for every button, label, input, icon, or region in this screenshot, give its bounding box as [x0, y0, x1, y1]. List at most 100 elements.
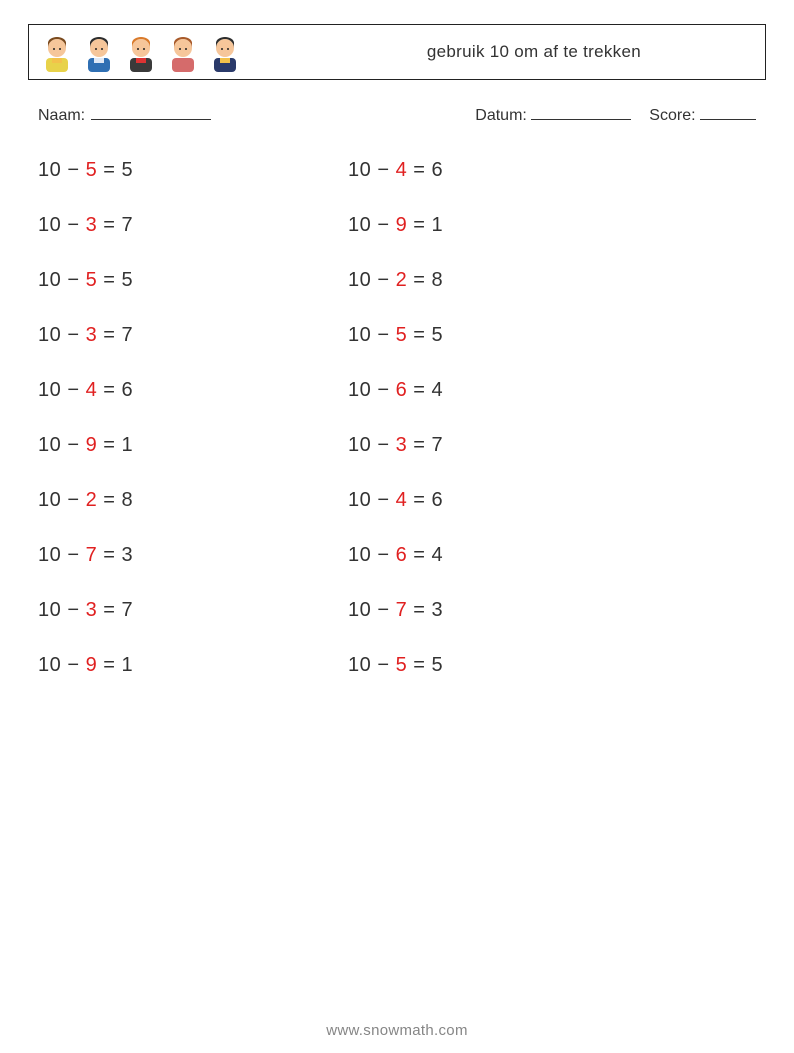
- minus-sign: −: [67, 489, 79, 511]
- equals-sign: =: [103, 599, 115, 621]
- answer: 7: [122, 324, 134, 346]
- minuend: 10: [348, 489, 371, 511]
- answer: 5: [432, 324, 444, 346]
- answer: 6: [122, 379, 134, 401]
- footer-url: www.snowmath.com: [0, 1022, 794, 1039]
- date-field: Datum:: [475, 104, 631, 125]
- minus-sign: −: [67, 269, 79, 291]
- minus-sign: −: [377, 214, 389, 236]
- problem: 10 − 3 = 7: [38, 214, 348, 237]
- answer: 6: [432, 159, 444, 181]
- minuend: 10: [38, 599, 61, 621]
- equals-sign: =: [413, 489, 425, 511]
- subtrahend: 9: [86, 654, 98, 676]
- minus-sign: −: [67, 434, 79, 456]
- minus-sign: −: [377, 434, 389, 456]
- equals-sign: =: [103, 379, 115, 401]
- answer: 4: [432, 379, 444, 401]
- problem: 10 − 3 = 7: [38, 599, 348, 622]
- answer: 5: [122, 159, 134, 181]
- meta-row: Naam: Datum: Score:: [38, 104, 756, 125]
- problem: 10 − 4 = 6: [38, 379, 348, 402]
- subtrahend: 9: [86, 434, 98, 456]
- problem: 10 − 4 = 6: [348, 489, 658, 512]
- answer: 1: [122, 654, 134, 676]
- subtrahend: 4: [396, 489, 408, 511]
- subtrahend: 7: [396, 599, 408, 621]
- equals-sign: =: [413, 324, 425, 346]
- answer: 7: [122, 599, 134, 621]
- subtrahend: 5: [396, 654, 408, 676]
- problem: 10 − 5 = 5: [348, 654, 658, 677]
- minuend: 10: [38, 269, 61, 291]
- equals-sign: =: [103, 269, 115, 291]
- worksheet-title: gebruik 10 om af te trekken: [427, 42, 751, 62]
- minus-sign: −: [67, 599, 79, 621]
- problem: 10 − 3 = 7: [38, 324, 348, 347]
- subtrahend: 3: [86, 324, 98, 346]
- answer: 3: [122, 544, 134, 566]
- equals-sign: =: [103, 159, 115, 181]
- minuend: 10: [38, 544, 61, 566]
- minuend: 10: [38, 324, 61, 346]
- answer: 1: [432, 214, 444, 236]
- minus-sign: −: [67, 324, 79, 346]
- problem-column-2: 10 − 4 = 610 − 9 = 110 − 2 = 810 − 5 = 5…: [348, 159, 658, 677]
- person-officer-icon: [211, 32, 239, 72]
- answer: 3: [432, 599, 444, 621]
- minus-sign: −: [377, 159, 389, 181]
- date-blank[interactable]: [531, 104, 631, 120]
- person-freckles-icon: [169, 32, 197, 72]
- minuend: 10: [348, 599, 371, 621]
- minus-sign: −: [377, 324, 389, 346]
- subtrahend: 6: [396, 379, 408, 401]
- problem: 10 − 6 = 4: [348, 544, 658, 567]
- subtrahend: 4: [86, 379, 98, 401]
- subtrahend: 5: [396, 324, 408, 346]
- minuend: 10: [38, 654, 61, 676]
- score-blank[interactable]: [700, 104, 756, 120]
- person-cap-icon: [85, 32, 113, 72]
- minuend: 10: [38, 434, 61, 456]
- problem: 10 − 9 = 1: [348, 214, 658, 237]
- problem-column-1: 10 − 5 = 510 − 3 = 710 − 5 = 510 − 3 = 7…: [38, 159, 348, 677]
- problem: 10 − 3 = 7: [348, 434, 658, 457]
- subtrahend: 3: [396, 434, 408, 456]
- problem: 10 − 2 = 8: [38, 489, 348, 512]
- date-label: Datum:: [475, 107, 527, 124]
- minuend: 10: [348, 379, 371, 401]
- minuend: 10: [348, 434, 371, 456]
- minus-sign: −: [377, 599, 389, 621]
- problem: 10 − 9 = 1: [38, 434, 348, 457]
- minuend: 10: [348, 214, 371, 236]
- subtrahend: 2: [396, 269, 408, 291]
- subtrahend: 9: [396, 214, 408, 236]
- minus-sign: −: [377, 489, 389, 511]
- minus-sign: −: [377, 269, 389, 291]
- subtrahend: 5: [86, 269, 98, 291]
- equals-sign: =: [103, 489, 115, 511]
- minus-sign: −: [67, 159, 79, 181]
- minus-sign: −: [377, 654, 389, 676]
- problem: 10 − 4 = 6: [348, 159, 658, 182]
- subtrahend: 7: [86, 544, 98, 566]
- name-label: Naam:: [38, 107, 85, 125]
- subtrahend: 4: [396, 159, 408, 181]
- problem: 10 − 9 = 1: [38, 654, 348, 677]
- answer: 1: [122, 434, 134, 456]
- minuend: 10: [38, 489, 61, 511]
- problem: 10 − 5 = 5: [38, 159, 348, 182]
- problem: 10 − 7 = 3: [38, 544, 348, 567]
- subtrahend: 2: [86, 489, 98, 511]
- minus-sign: −: [67, 544, 79, 566]
- equals-sign: =: [413, 599, 425, 621]
- problem: 10 − 5 = 5: [348, 324, 658, 347]
- equals-sign: =: [413, 379, 425, 401]
- minus-sign: −: [67, 214, 79, 236]
- header-box: gebruik 10 om af te trekken: [28, 24, 766, 80]
- answer: 6: [432, 489, 444, 511]
- score-label: Score:: [649, 107, 695, 124]
- problem: 10 − 2 = 8: [348, 269, 658, 292]
- person-scarf-icon: [43, 32, 71, 72]
- name-blank[interactable]: [91, 104, 211, 120]
